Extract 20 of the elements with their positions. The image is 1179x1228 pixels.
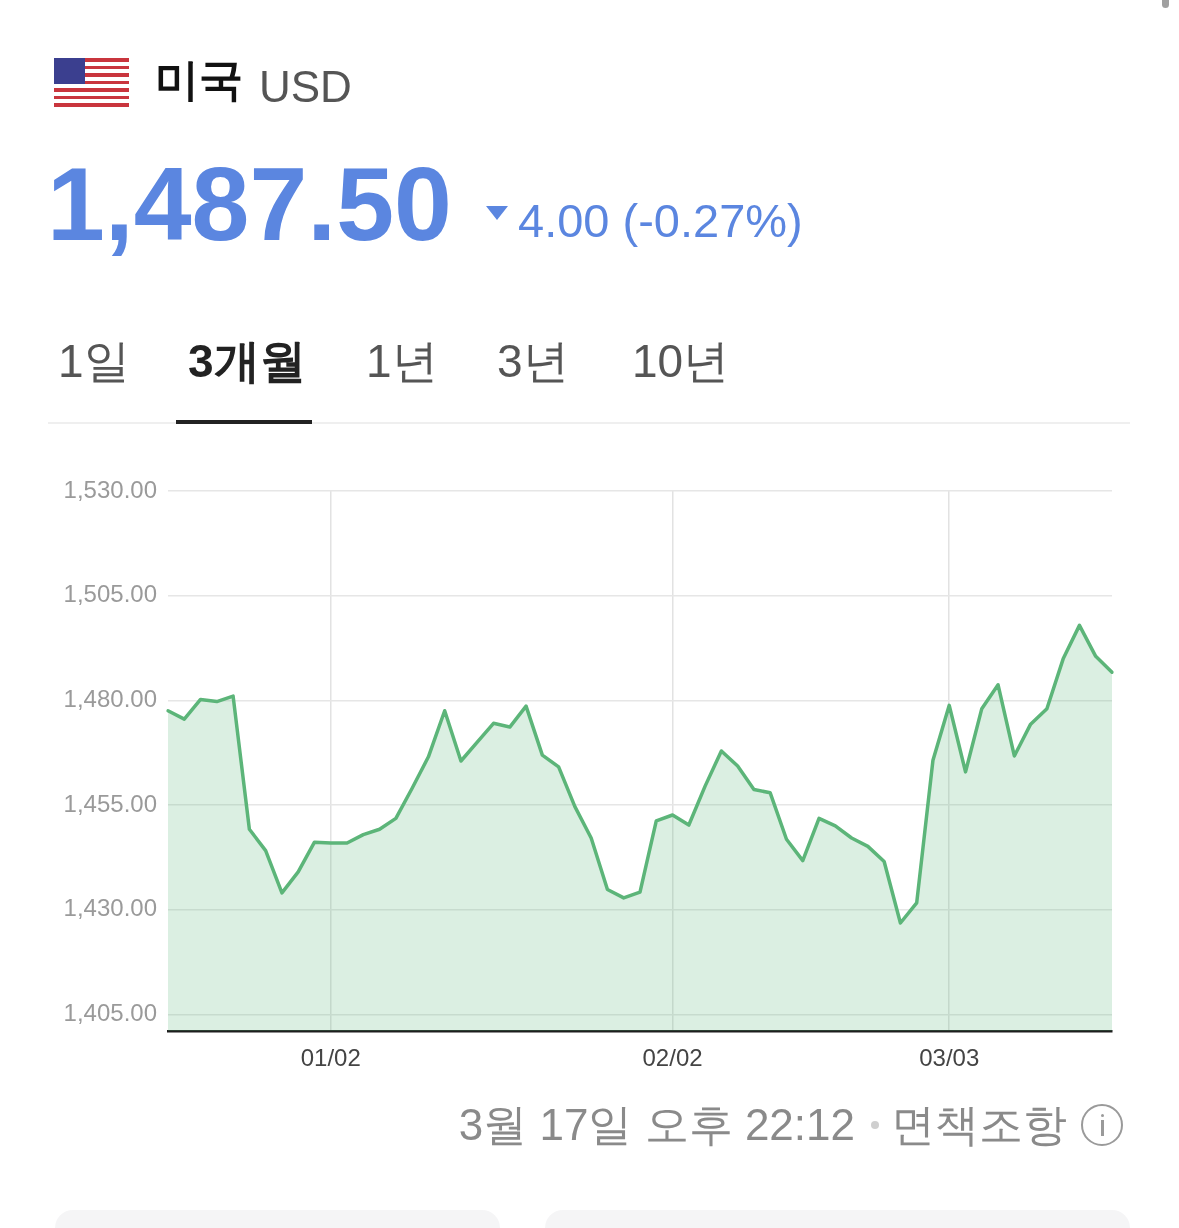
chart-title: 미국 [155, 55, 243, 104]
x-tick-label: 01/02 [300, 1044, 361, 1072]
chart-subtitle: USD [259, 62, 352, 111]
text: 1,487.50 [47, 146, 452, 262]
text: 4.00 (-0.27%) [518, 194, 803, 247]
text: 1년 [366, 335, 438, 387]
text: 3월 17일 오후 22:12 [458, 1100, 855, 1149]
text: 면책조항 [891, 1100, 1067, 1149]
y-tick-label: 1,480.00 [63, 684, 157, 712]
y-tick-label: 1,455.00 [63, 789, 157, 817]
text: 10년 [632, 335, 730, 387]
x-tick-label: 02/02 [642, 1044, 703, 1072]
y-tick-label: 1,505.00 [63, 580, 157, 608]
y-tick-label: 1,405.00 [63, 998, 157, 1026]
text: 1일 [58, 335, 130, 387]
text: 3개월 [188, 335, 306, 387]
x-tick-label: 03/03 [919, 1044, 980, 1072]
y-tick-label: 1,430.00 [63, 894, 157, 922]
y-tick-label: 1,530.00 [63, 475, 157, 503]
text: 3년 [497, 335, 569, 387]
